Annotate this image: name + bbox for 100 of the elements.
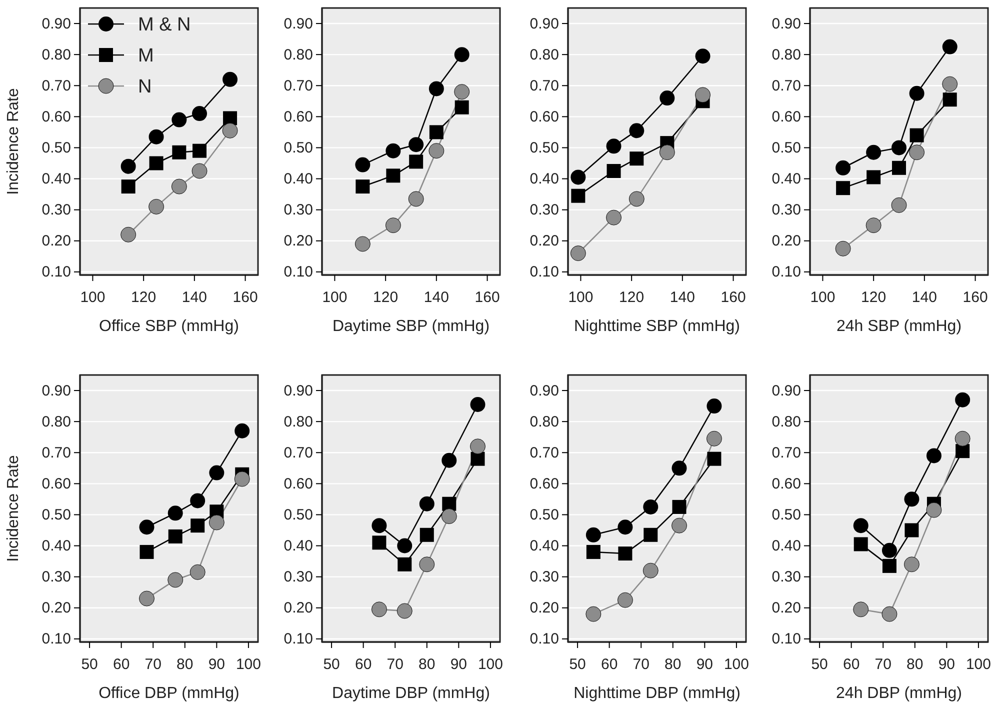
y-tick-label: 0.90 — [42, 382, 71, 400]
legend-label: M — [138, 46, 154, 67]
y-tick-label: 0.50 — [530, 506, 559, 524]
x-tick-label: 50 — [569, 656, 586, 673]
point — [909, 144, 925, 160]
y-tick-label: 0.40 — [530, 170, 559, 188]
point — [643, 499, 658, 514]
x-axis-title: Nighttime SBP (mmHg) — [574, 318, 740, 335]
x-tick-label: 90 — [938, 656, 956, 673]
y-tick-label: 0.60 — [284, 475, 313, 492]
point — [408, 191, 424, 207]
x-tick-label: 120 — [373, 289, 398, 306]
x-axis-title: 24h DBP (mmHg) — [836, 685, 962, 702]
y-tick-label: 0.70 — [284, 77, 313, 94]
x-tick-label: 70 — [874, 656, 892, 673]
y-tick-label: 0.10 — [284, 264, 313, 281]
y-tick-label: 0.20 — [772, 600, 801, 617]
x-axis-title: Office DBP (mmHg) — [98, 685, 240, 702]
point — [168, 506, 183, 521]
y-tick-label: 0.50 — [530, 140, 559, 157]
x-tick-label: 50 — [323, 656, 340, 673]
y-tick-label: 0.20 — [42, 232, 71, 250]
point — [672, 500, 686, 514]
x-tick-label: 100 — [568, 289, 594, 306]
y-axis-title: Incidence Rate — [5, 88, 22, 195]
x-tick-label: 90 — [696, 656, 714, 673]
y-tick-label: 0.80 — [42, 46, 71, 64]
point — [409, 154, 424, 169]
x-tick-label: 100 — [478, 656, 503, 673]
y-tick-label: 0.70 — [530, 77, 559, 94]
point — [606, 164, 621, 178]
x-tick-label: 50 — [81, 656, 98, 673]
y-tick-label: 0.70 — [772, 444, 801, 462]
x-tick-label: 70 — [386, 656, 404, 673]
point — [385, 218, 401, 234]
y-tick-label: 0.40 — [42, 538, 71, 555]
x-tick-label: 70 — [144, 656, 162, 673]
point — [442, 452, 457, 468]
legend-label: M & N — [138, 14, 191, 36]
point — [441, 508, 457, 524]
x-axis-title: Nighttime DBP (mmHg) — [574, 685, 740, 702]
y-tick-label: 0.10 — [530, 630, 559, 648]
point — [618, 546, 632, 561]
point — [644, 528, 658, 542]
point — [168, 529, 182, 544]
point — [618, 520, 633, 535]
point — [192, 106, 208, 122]
point — [419, 496, 434, 512]
point — [672, 518, 687, 534]
point — [429, 125, 444, 140]
point — [854, 537, 868, 552]
point — [706, 398, 722, 414]
y-tick-label: 0.40 — [284, 538, 313, 555]
point — [208, 514, 224, 530]
x-tick-label: 50 — [811, 656, 828, 673]
point — [372, 518, 387, 534]
y-tick-label: 0.50 — [772, 506, 801, 524]
y-tick-label: 0.20 — [284, 600, 313, 617]
point — [168, 572, 184, 588]
point — [223, 111, 238, 126]
x-tick-label: 70 — [632, 656, 650, 673]
x-axis-title: Daytime SBP (mmHg) — [332, 318, 490, 335]
x-tick-label: 90 — [208, 656, 226, 673]
point — [866, 170, 881, 184]
point — [454, 100, 469, 114]
point — [222, 72, 238, 87]
y-tick-label: 0.60 — [530, 108, 559, 126]
x-tick-label: 90 — [450, 656, 468, 673]
x-tick-label: 120 — [619, 289, 644, 306]
y-tick-label: 0.60 — [42, 108, 71, 126]
x-tick-label: 120 — [131, 289, 156, 306]
point — [234, 471, 250, 487]
point — [659, 144, 675, 160]
point — [172, 112, 187, 128]
point — [910, 128, 924, 142]
y-tick-label: 0.60 — [530, 475, 559, 492]
point — [408, 137, 424, 152]
point — [454, 84, 470, 100]
point — [956, 444, 970, 458]
y-tick-label: 0.20 — [42, 600, 71, 617]
point — [882, 542, 897, 558]
point — [955, 392, 970, 408]
y-tick-label: 0.90 — [772, 382, 801, 400]
point — [904, 556, 920, 572]
point — [192, 163, 208, 179]
y-tick-label: 0.30 — [772, 568, 801, 586]
point — [428, 81, 444, 96]
point — [190, 564, 206, 580]
y-tick-label: 0.70 — [42, 444, 71, 462]
y-tick-label: 0.50 — [284, 506, 313, 524]
x-tick-label: 60 — [354, 656, 372, 673]
point — [356, 180, 370, 194]
x-tick-label: 80 — [906, 656, 924, 673]
y-tick-label: 0.70 — [772, 77, 801, 94]
point — [354, 236, 370, 252]
x-tick-label: 160 — [232, 289, 258, 306]
x-tick-label: 100 — [322, 289, 348, 306]
point — [926, 502, 942, 518]
point — [140, 544, 154, 559]
point — [586, 606, 602, 622]
